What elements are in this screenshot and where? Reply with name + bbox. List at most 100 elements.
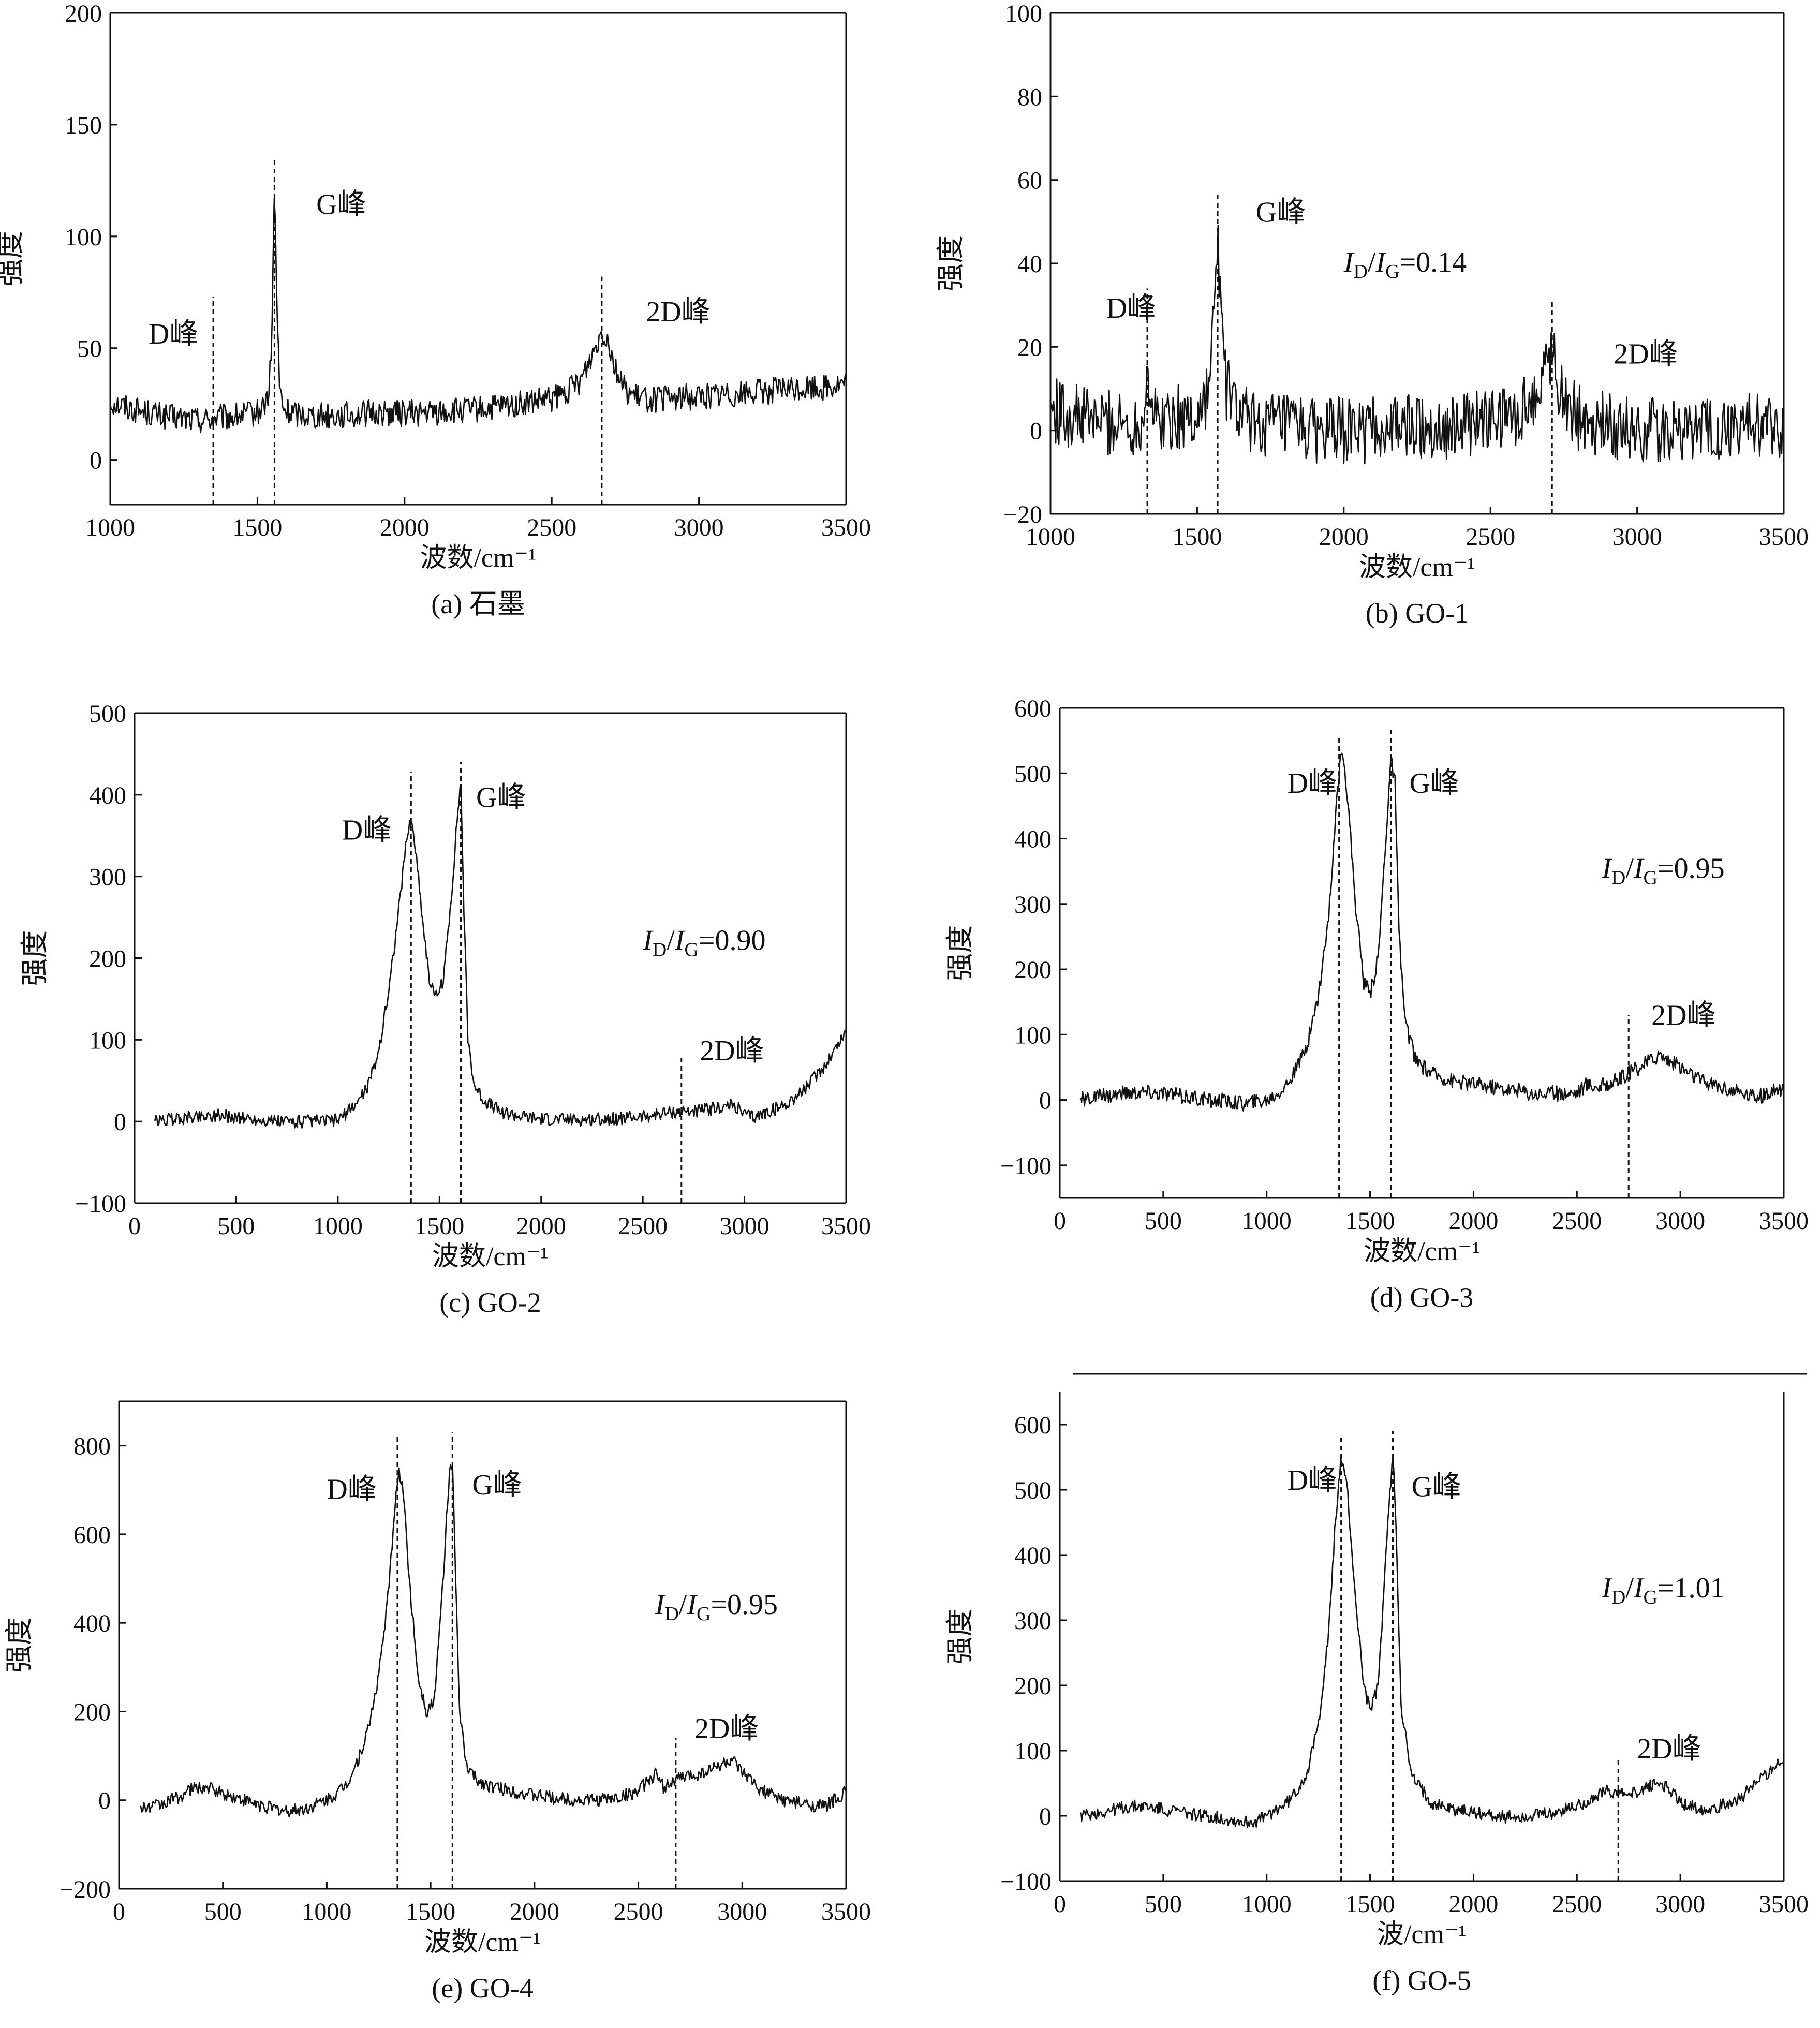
y-tick-label-d: −100 [1000, 1152, 1052, 1180]
y-tick-label-f: −100 [1000, 1868, 1052, 1896]
peak-label-c: 2D峰 [700, 1035, 764, 1067]
y-tick-label-c: 400 [89, 782, 126, 809]
x-tick-label-a: 2000 [380, 514, 430, 541]
peak-label-e: G峰 [472, 1469, 522, 1501]
x-tick-label-a: 2500 [527, 514, 576, 541]
y-axis-label-e: 强度 [4, 1617, 35, 1673]
x-tick-label-e: 3000 [717, 1898, 767, 1926]
y-tick-label-d: 400 [1014, 826, 1052, 853]
y-tick-label-e: 600 [73, 1521, 111, 1549]
ratio-annotation-e: ID/IG=0.95 [655, 1589, 778, 1625]
x-tick-label-c: 1500 [415, 1212, 464, 1240]
ratio-annotation-b: ID/IG=0.14 [1343, 246, 1467, 283]
y-axis-label-d: 强度 [944, 925, 975, 981]
series-line-a [109, 198, 847, 434]
y-axis-label-c: 强度 [19, 930, 50, 986]
y-tick-label-a: 50 [77, 335, 102, 363]
y-tick-label-c: −100 [75, 1190, 126, 1218]
x-tick-label-c: 0 [128, 1212, 141, 1240]
y-tick-label-f: 300 [1014, 1607, 1052, 1635]
y-tick-label-b: 60 [1017, 167, 1042, 195]
x-tick-label-e: 500 [204, 1898, 242, 1926]
x-tick-label-c: 3500 [821, 1212, 871, 1240]
x-axis-label-a: 波数/cm⁻¹ [420, 543, 536, 573]
peak-label-d: G峰 [1410, 767, 1459, 800]
x-tick-label-f: 2500 [1552, 1890, 1602, 1918]
ratio-annotation-f: ID/IG=1.01 [1601, 1572, 1724, 1608]
x-tick-label-f: 3000 [1655, 1890, 1705, 1918]
x-tick-label-b: 3500 [1759, 523, 1809, 551]
ratio-annotation-d: ID/IG=0.95 [1601, 852, 1724, 889]
x-tick-label-d: 0 [1054, 1207, 1066, 1235]
peak-label-a: 2D峰 [646, 296, 710, 328]
y-tick-label-c: 0 [114, 1108, 126, 1136]
x-tick-label-b: 1000 [1026, 523, 1075, 551]
x-tick-label-f: 1000 [1242, 1890, 1292, 1918]
ratio-annotation-c: ID/IG=0.90 [642, 925, 765, 961]
peak-label-e: 2D峰 [694, 1713, 759, 1745]
y-tick-label-f: 0 [1039, 1803, 1052, 1830]
y-tick-label-d: 500 [1014, 760, 1052, 788]
y-tick-label-b: 80 [1017, 83, 1042, 111]
y-tick-label-a: 0 [90, 447, 102, 475]
panel-caption-a: (a) 石墨 [431, 588, 525, 619]
y-tick-label-c: 100 [89, 1027, 126, 1054]
y-tick-label-a: 100 [65, 224, 102, 251]
x-tick-label-f: 2000 [1448, 1890, 1498, 1918]
x-tick-label-f: 3500 [1759, 1890, 1809, 1918]
peak-label-d: D峰 [1288, 767, 1337, 800]
series-line-c [154, 787, 847, 1129]
x-tick-label-c: 500 [217, 1212, 255, 1240]
x-tick-label-e: 1500 [406, 1898, 455, 1926]
peak-label-c: G峰 [476, 782, 526, 814]
chart-panel-f: 0 500 1000 1500 2000 2500 3000 3500−10001002003… [944, 1373, 1809, 1996]
y-tick-label-a: 150 [65, 112, 102, 139]
panel-caption-f: (f) GO-5 [1372, 1965, 1471, 1996]
x-tick-label-f: 1500 [1345, 1890, 1395, 1918]
y-tick-label-f: 600 [1014, 1412, 1052, 1439]
x-tick-label-d: 3000 [1655, 1207, 1705, 1235]
y-tick-label-d: 300 [1014, 891, 1052, 919]
y-tick-label-c: 500 [89, 700, 126, 728]
x-tick-label-d: 1000 [1242, 1207, 1292, 1235]
y-axis-label-a: 强度 [0, 231, 26, 287]
y-axis-label-f: 强度 [944, 1609, 975, 1665]
x-tick-label-d: 500 [1145, 1207, 1182, 1235]
y-tick-label-e: 200 [73, 1698, 111, 1726]
x-tick-label-e: 2500 [614, 1898, 663, 1926]
y-tick-label-a: 200 [65, 0, 102, 27]
x-tick-label-a: 1500 [232, 514, 282, 541]
x-tick-label-a: 1000 [85, 514, 135, 541]
x-tick-label-d: 2500 [1552, 1207, 1602, 1235]
y-tick-label-d: 600 [1014, 695, 1052, 722]
x-tick-label-b: 3000 [1612, 523, 1662, 551]
chart-panel-d: 0 500 1000 1500 2000 2500 3000 3500−10001002003… [944, 695, 1809, 1313]
x-tick-label-c: 2000 [516, 1212, 566, 1240]
chart-panel-e: 0 500 1000 1500 2000 2500 3000 3500−20002004006… [4, 1400, 871, 2004]
x-tick-label-f: 0 [1054, 1890, 1066, 1918]
series-line-b [1049, 225, 1785, 465]
x-tick-label-b: 2500 [1466, 523, 1515, 551]
x-axis-label-b: 波数/cm⁻¹ [1359, 553, 1475, 582]
x-tick-label-d: 2000 [1448, 1207, 1498, 1235]
x-tick-label-e: 3500 [821, 1898, 871, 1926]
y-tick-label-f: 400 [1014, 1542, 1052, 1570]
peak-label-b: D峰 [1106, 292, 1156, 324]
y-tick-label-d: 100 [1014, 1022, 1052, 1049]
x-axis-label-f: 波/cm⁻¹ [1377, 1920, 1467, 1949]
y-tick-label-b: 20 [1017, 334, 1042, 361]
peak-label-b: G峰 [1256, 196, 1306, 228]
x-tick-label-b: 2000 [1319, 523, 1369, 551]
x-tick-label-c: 2500 [618, 1212, 668, 1240]
x-tick-label-e: 0 [113, 1898, 125, 1926]
x-tick-label-a: 3000 [674, 514, 724, 541]
y-tick-label-b: 100 [1005, 0, 1042, 27]
y-tick-label-b: 40 [1017, 250, 1042, 278]
panel-caption-d: (d) GO-3 [1370, 1282, 1473, 1313]
y-tick-label-e: 800 [73, 1433, 111, 1460]
chart-panel-b: 1000 1500 2000 2500 3000 3500 −20 0 20 40 60 80 100 波… [935, 0, 1809, 629]
x-tick-label-c: 1000 [313, 1212, 363, 1240]
peak-label-e: D峰 [327, 1473, 376, 1505]
x-tick-label-a: 3500 [821, 514, 871, 541]
